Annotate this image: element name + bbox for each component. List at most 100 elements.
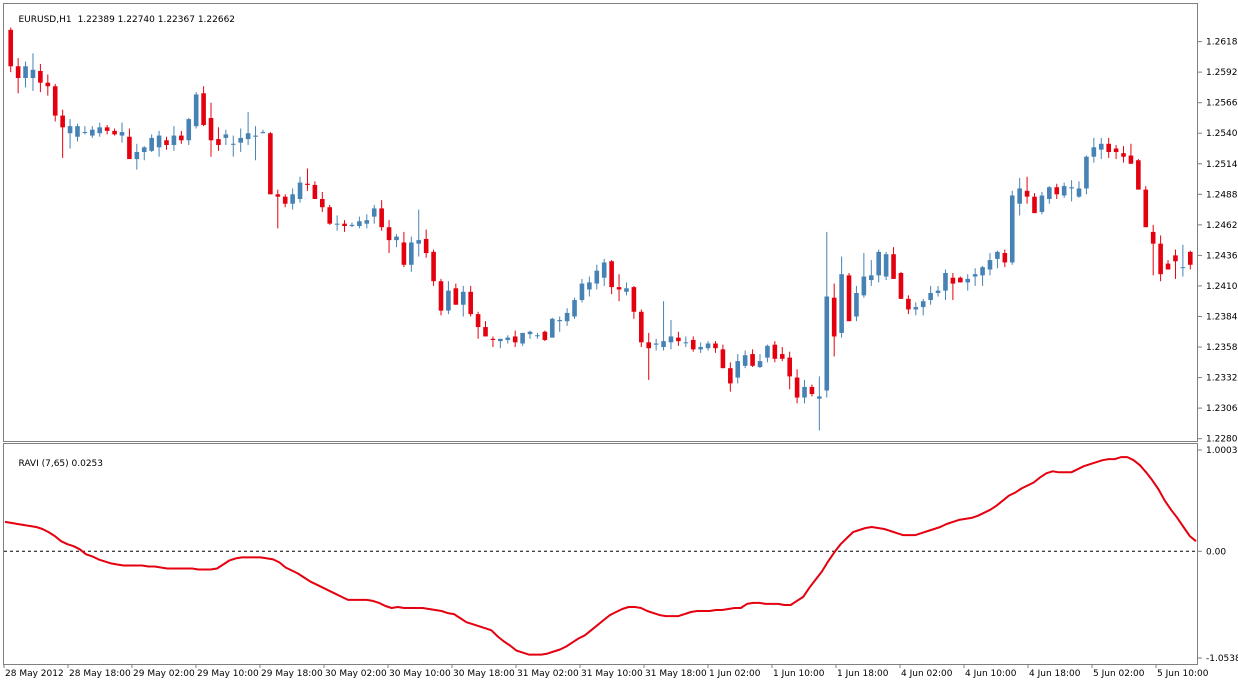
candle-body <box>431 251 436 282</box>
candle-body <box>297 182 303 200</box>
candle-body <box>728 368 733 384</box>
candle-body <box>624 288 629 292</box>
candle-body <box>453 288 459 305</box>
candle-body <box>1143 189 1149 228</box>
candle-body <box>824 296 830 391</box>
price-tick-label: 1.24620 <box>1206 221 1238 231</box>
candle-body <box>409 242 414 265</box>
ravi-line <box>4 456 1197 656</box>
candle-body <box>950 277 956 284</box>
time-tick-label: 5 Jun 10:00 <box>1157 669 1209 679</box>
candle-body <box>972 274 978 277</box>
candle-body <box>1173 255 1178 262</box>
indicator-tick-label: 0.00 <box>1206 547 1226 557</box>
candle-body <box>772 344 778 359</box>
time-tick-label: 4 Jun 02:00 <box>901 669 953 679</box>
price-tick-label: 1.25140 <box>1206 160 1238 170</box>
candle-body <box>839 274 844 333</box>
candle-body <box>498 338 503 342</box>
candle-body <box>601 262 607 278</box>
indicator-label: RAVI (7,65) 0.0253 <box>18 459 104 469</box>
candle-body <box>898 273 904 299</box>
candle-body <box>1187 251 1193 265</box>
candle-body <box>1091 147 1097 157</box>
candle-body <box>230 143 236 145</box>
price-axis: 1.26180 1.25920 1.25660 1.25400 1.25140 1.248… <box>1198 38 1238 445</box>
price-tick-label: 1.26180 <box>1206 38 1238 48</box>
candle-body <box>535 335 540 337</box>
price-tick-label: 1.24360 <box>1206 251 1238 261</box>
candle-body <box>134 152 140 160</box>
candle-body <box>342 223 347 227</box>
candle-body <box>750 354 755 366</box>
indicator-axis: 1.0003 0.00 -1.0538 <box>1198 446 1238 664</box>
candle-body <box>1069 187 1074 189</box>
candle-body <box>1084 156 1089 189</box>
candle-body <box>386 227 392 241</box>
candle-body <box>913 307 919 310</box>
candle-body <box>1180 267 1186 269</box>
candle-body <box>891 254 896 279</box>
candle-body <box>765 345 770 358</box>
candle-body <box>683 342 689 344</box>
candle-body <box>854 292 859 317</box>
time-tick-label: 1 Jun 02:00 <box>709 669 761 679</box>
candle-body <box>282 196 288 204</box>
candle-body <box>943 273 948 291</box>
candle-body <box>557 320 562 322</box>
candle-body <box>52 86 58 116</box>
candle-body <box>653 343 659 345</box>
candle-body <box>935 290 941 293</box>
candle-body <box>794 377 800 398</box>
candle-body <box>186 119 192 141</box>
candle-body <box>327 207 333 224</box>
candle-body <box>268 133 273 195</box>
time-tick-label: 30 May 18:00 <box>453 669 515 679</box>
candle-body <box>490 338 496 340</box>
candle-body <box>1106 143 1111 153</box>
candle-body <box>527 331 533 335</box>
candles-layer <box>8 27 1193 431</box>
candle-body <box>572 300 577 317</box>
candle-body <box>668 336 674 343</box>
time-tick-label: 28 May 18:00 <box>69 669 131 679</box>
candle-body <box>349 224 355 227</box>
candle-body <box>75 126 80 137</box>
time-tick-label: 31 May 02:00 <box>517 669 579 679</box>
candle-body <box>831 297 837 337</box>
price-tick-label: 1.23320 <box>1206 374 1238 384</box>
candle-body <box>1113 148 1119 153</box>
candle-body <box>1076 188 1082 197</box>
price-tick-label: 1.23060 <box>1206 404 1238 414</box>
candle-body <box>980 267 985 276</box>
candle-body <box>995 251 1000 259</box>
price-tick-label: 1.24880 <box>1206 190 1238 200</box>
candle-body <box>253 135 258 137</box>
candle-body <box>705 343 711 349</box>
candle-body <box>690 339 696 350</box>
candle-body <box>698 347 703 350</box>
candle-body <box>928 292 933 301</box>
candle-body <box>1039 195 1045 212</box>
candle-body <box>371 208 377 217</box>
candle-body <box>735 361 741 378</box>
time-tick-label: 1 Jun 10:00 <box>773 669 825 679</box>
candle-body <box>141 147 147 153</box>
candle-body <box>883 254 889 277</box>
candle-body <box>45 82 51 87</box>
candle-body <box>438 281 444 311</box>
candle-body <box>208 117 214 141</box>
time-tick-label: 28 May 2012 <box>5 669 64 679</box>
indicator-tick-label: -1.0538 <box>1206 654 1238 664</box>
candle-body <box>809 386 815 395</box>
candle-body <box>1121 153 1126 157</box>
price-tick-label: 1.23840 <box>1206 312 1238 322</box>
candle-body <box>876 251 882 276</box>
candle-body <box>1098 143 1104 150</box>
time-tick-label: 30 May 02:00 <box>325 669 387 679</box>
candle-body <box>616 287 622 290</box>
candle-body <box>757 361 763 367</box>
candle-body <box>275 194 281 197</box>
price-tick-label: 1.24100 <box>1206 282 1238 292</box>
